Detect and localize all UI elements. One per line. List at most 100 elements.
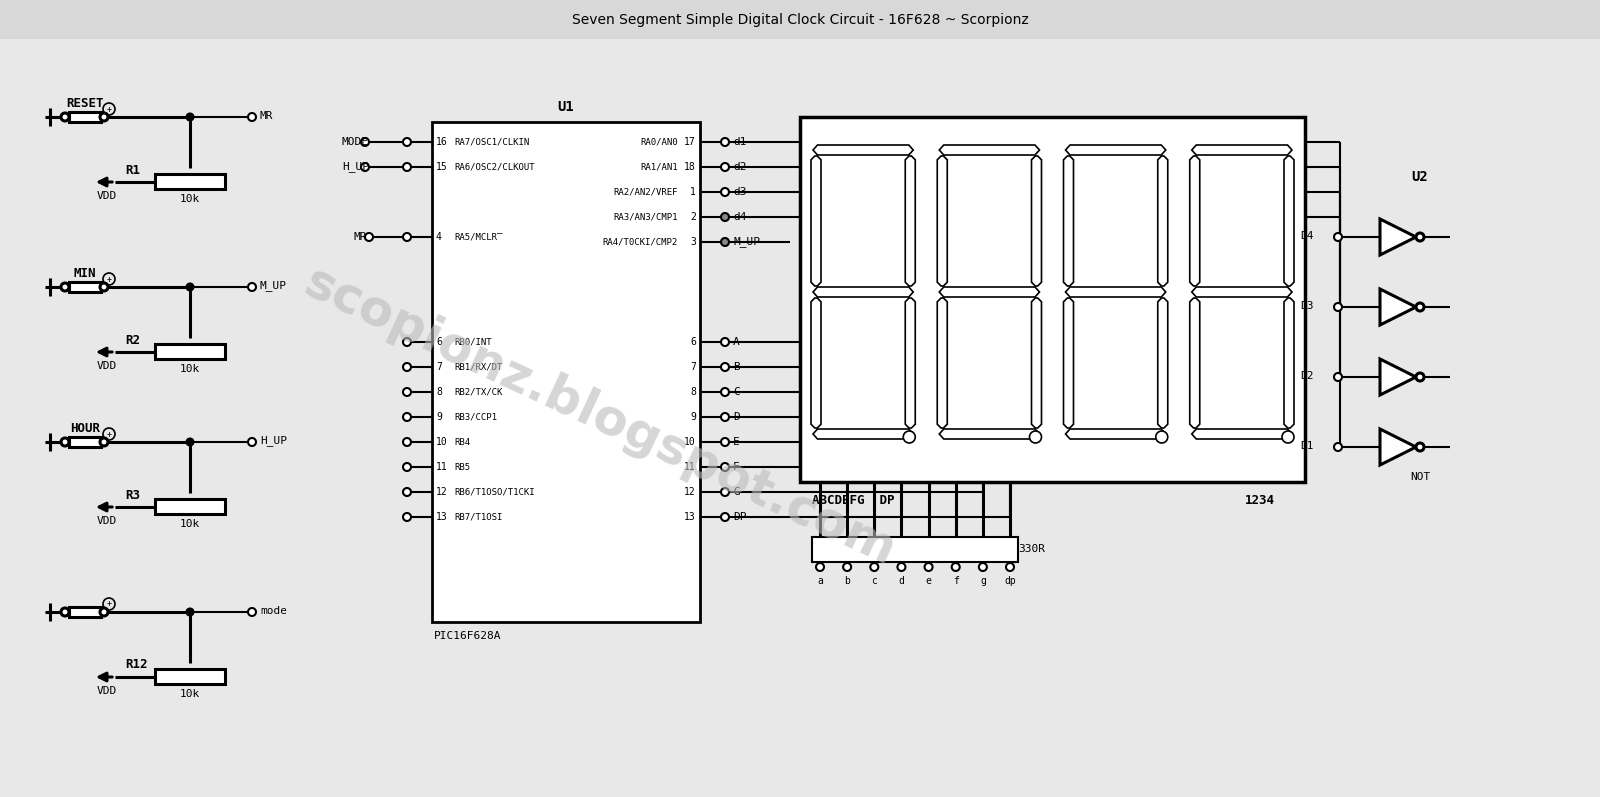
Bar xyxy=(69,607,101,617)
Text: 4: 4 xyxy=(435,232,442,242)
Text: dp: dp xyxy=(1005,576,1016,586)
Circle shape xyxy=(722,163,730,171)
Circle shape xyxy=(99,113,109,121)
Text: G: G xyxy=(733,487,739,497)
Text: 11: 11 xyxy=(685,462,696,472)
Bar xyxy=(155,174,226,189)
Text: 6: 6 xyxy=(435,337,442,347)
Circle shape xyxy=(365,233,373,241)
Circle shape xyxy=(925,563,933,571)
Text: 8: 8 xyxy=(690,387,696,397)
Circle shape xyxy=(61,438,69,446)
Text: B: B xyxy=(733,362,739,372)
Text: RA7/OSC1/CLKIN: RA7/OSC1/CLKIN xyxy=(454,138,530,147)
Circle shape xyxy=(1334,373,1342,381)
Text: 10k: 10k xyxy=(179,689,200,699)
Text: RA6/OSC2/CLKOUT: RA6/OSC2/CLKOUT xyxy=(454,163,534,171)
Circle shape xyxy=(403,513,411,521)
Circle shape xyxy=(187,284,194,290)
Text: VDD: VDD xyxy=(98,516,117,526)
Text: d2: d2 xyxy=(733,162,747,172)
Circle shape xyxy=(979,563,987,571)
Circle shape xyxy=(61,608,69,616)
Text: RB0/INT: RB0/INT xyxy=(454,337,491,347)
Text: 10k: 10k xyxy=(179,364,200,374)
Text: VDD: VDD xyxy=(98,191,117,201)
Text: VDD: VDD xyxy=(98,361,117,371)
Circle shape xyxy=(403,413,411,421)
Text: RB2/TX/CK: RB2/TX/CK xyxy=(454,387,502,396)
Text: 16: 16 xyxy=(435,137,448,147)
Text: RA5/MCLR̅: RA5/MCLR̅ xyxy=(454,233,502,241)
Circle shape xyxy=(403,363,411,371)
Text: C: C xyxy=(733,387,739,397)
Text: H_UP: H_UP xyxy=(259,435,286,446)
Text: e: e xyxy=(926,576,931,586)
Text: RB4: RB4 xyxy=(454,438,470,446)
Circle shape xyxy=(1416,443,1424,451)
Text: 12: 12 xyxy=(435,487,448,497)
Text: c: c xyxy=(872,576,877,586)
Text: H_UP: H_UP xyxy=(342,162,370,172)
Text: 8: 8 xyxy=(435,387,442,397)
Circle shape xyxy=(722,388,730,396)
Text: 13: 13 xyxy=(685,512,696,522)
Text: 3: 3 xyxy=(690,237,696,247)
Text: 17: 17 xyxy=(685,137,696,147)
Text: M_UP: M_UP xyxy=(259,281,286,292)
Text: DP: DP xyxy=(733,512,747,522)
Circle shape xyxy=(1282,431,1294,443)
Circle shape xyxy=(403,488,411,496)
Text: HOUR: HOUR xyxy=(70,422,99,434)
Circle shape xyxy=(870,563,878,571)
Text: 330R: 330R xyxy=(1018,544,1045,555)
Text: +: + xyxy=(107,104,112,113)
Text: VDD: VDD xyxy=(98,686,117,696)
Circle shape xyxy=(952,563,960,571)
Text: R1: R1 xyxy=(125,163,141,176)
Polygon shape xyxy=(1379,289,1416,325)
Text: MODE: MODE xyxy=(342,137,370,147)
Text: RA0/AN0: RA0/AN0 xyxy=(640,138,678,147)
Bar xyxy=(155,344,226,359)
Circle shape xyxy=(722,413,730,421)
Circle shape xyxy=(403,233,411,241)
Text: A: A xyxy=(733,337,739,347)
Text: RB1/RX/DT: RB1/RX/DT xyxy=(454,363,502,371)
Circle shape xyxy=(843,563,851,571)
Text: RA3/AN3/CMP1: RA3/AN3/CMP1 xyxy=(613,213,678,222)
Circle shape xyxy=(722,488,730,496)
Circle shape xyxy=(722,238,730,246)
Text: D3: D3 xyxy=(1299,301,1314,311)
Text: E: E xyxy=(733,437,739,447)
Text: 9: 9 xyxy=(435,412,442,422)
Text: 10k: 10k xyxy=(179,194,200,204)
Text: RESET: RESET xyxy=(66,96,104,109)
Text: RA4/T0CKI/CMP2: RA4/T0CKI/CMP2 xyxy=(603,238,678,246)
Text: b: b xyxy=(845,576,850,586)
Text: RB6/T1OSO/T1CKI: RB6/T1OSO/T1CKI xyxy=(454,488,534,497)
Text: RA1/AN1: RA1/AN1 xyxy=(640,163,678,171)
Text: R12: R12 xyxy=(125,658,147,672)
Text: 7: 7 xyxy=(435,362,442,372)
Bar xyxy=(155,669,226,684)
Text: MR: MR xyxy=(354,232,368,242)
Circle shape xyxy=(1006,563,1014,571)
Text: f: f xyxy=(952,576,958,586)
Text: d: d xyxy=(899,576,904,586)
Text: d4: d4 xyxy=(733,212,747,222)
Circle shape xyxy=(904,431,915,443)
Text: D2: D2 xyxy=(1299,371,1314,381)
Text: 10k: 10k xyxy=(179,519,200,529)
Bar xyxy=(69,282,101,292)
Circle shape xyxy=(61,283,69,291)
Text: 6: 6 xyxy=(690,337,696,347)
Circle shape xyxy=(403,138,411,146)
Circle shape xyxy=(1029,431,1042,443)
Text: MR: MR xyxy=(259,111,274,121)
Text: U1: U1 xyxy=(558,100,574,114)
Text: +: + xyxy=(107,430,112,438)
Circle shape xyxy=(722,438,730,446)
Text: M_UP: M_UP xyxy=(733,237,760,247)
Circle shape xyxy=(1334,303,1342,311)
